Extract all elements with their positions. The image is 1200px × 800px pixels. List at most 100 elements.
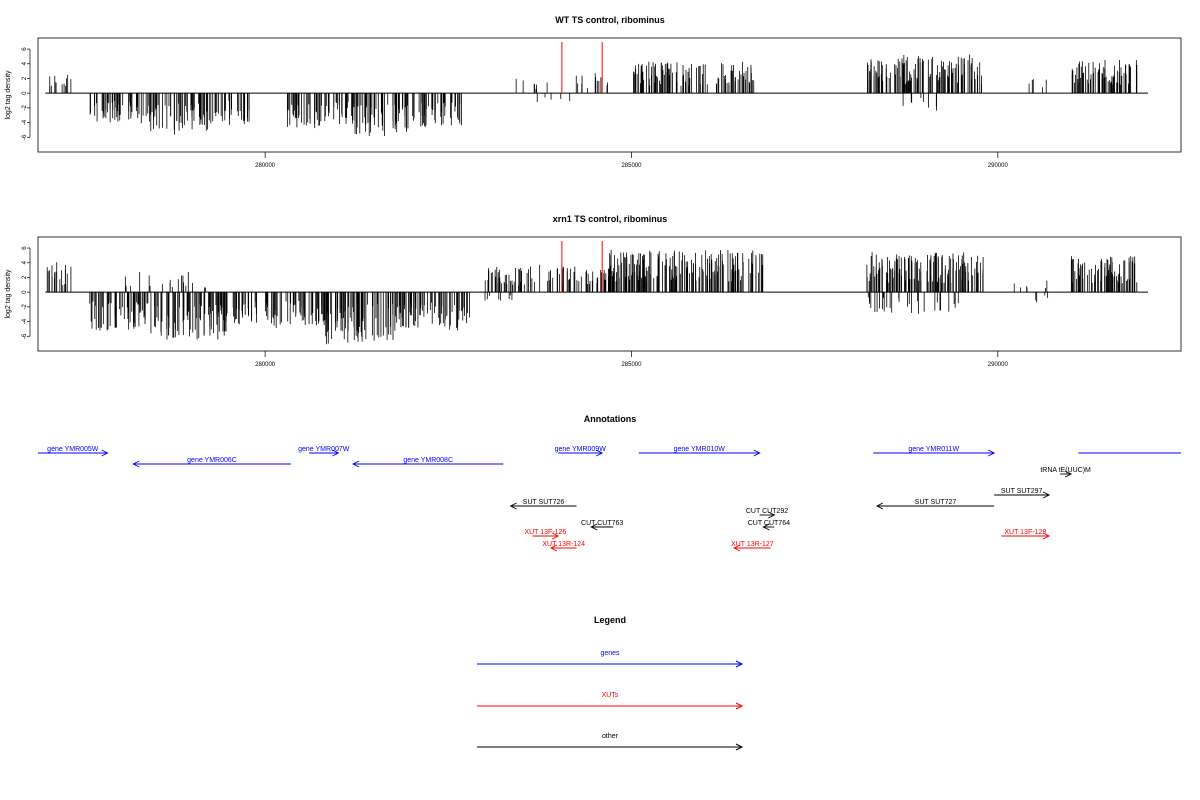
legend-title: Legend [594,615,626,625]
arrowhead [549,544,558,552]
annotation-feature: SUT SUT727 [875,499,995,510]
xrn1-y-axis-label: log2 tag density [5,269,12,319]
x-tick-label: 280000 [255,362,276,368]
arrowhead [332,449,340,457]
y-tick-label: -4 [22,119,28,125]
annotation-label: XUT 13R-127 [731,541,774,548]
arrowhead [875,502,884,510]
annotation-label: gene YMR011W [908,446,959,453]
arrowhead [735,702,744,710]
annotation-label: CUT CUT292 [746,508,788,515]
wt-density-bars [49,54,1138,137]
annotation-feature: gene YMR011W [873,446,996,457]
y-tick-label: -2 [22,105,28,111]
annotation-label: tRNA tE(UUC)M [1040,467,1091,474]
legend-item: other [477,733,744,751]
annotation-feature: SUT SUT726 [509,499,577,510]
annotation-label: XUT 13R-124 [542,541,585,548]
annotation-feature: gene YMR006C [132,457,291,468]
annotation-feature: CUT CUT763 [581,520,623,531]
wt-red-markers [561,42,603,94]
annotation-label: CUT CUT764 [748,520,790,527]
arrowhead [595,449,604,457]
y-tick-label: 2 [22,76,28,80]
annotation-label: gene YMR005W [47,446,99,453]
y-tick-label: 2 [22,275,28,279]
arrowhead [987,449,996,457]
xrn1-density-bars [46,249,1138,345]
wt-y-axis-label: log2 tag density [5,70,12,120]
legend-items: genes XUTs other [477,650,744,751]
annotation-feature: CUT CUT292 [746,508,788,519]
xrn1-red-markers [561,241,603,293]
x-tick-label: 280000 [255,163,276,169]
y-tick-label: 0 [22,91,28,95]
annotation-label: XUT 13F-128 [1004,529,1046,536]
annotation-feature: gene YMR010W [638,446,761,457]
legend-item: genes [477,650,744,668]
annotation-features: gene YMR005W gene YMR006C gene YMR007W gene… [38,446,1181,552]
arrowhead [733,544,741,552]
annotation-label: gene YMR006C [187,457,237,464]
annotation-feature: tRNA tE(UUC)M [1040,467,1091,478]
annotation-feature: gene YMR005W [38,446,109,457]
wt-y-axis: -6 -4 -2 0 2 4 6 [22,47,31,140]
arrowhead [1042,532,1051,540]
x-tick-label: 290000 [988,163,1009,169]
annotation-label: XUT 13F-126 [524,529,566,536]
annotation-label: gene YMR009W [555,446,607,453]
annotation-feature: gene YMR009W [555,446,607,457]
legend-item: XUTs [477,692,744,710]
annotation-label: SUT SUT727 [915,499,957,506]
arrowhead [762,523,770,531]
xrn1-x-axis: 280000 285000 290000 [255,351,1008,368]
y-tick-label: 6 [22,47,28,51]
arrowhead [1064,470,1073,478]
annotation-feature: gene YMR007W [298,446,350,457]
y-tick-label: 0 [22,290,28,294]
arrowhead [753,449,761,457]
x-tick-label: 285000 [621,163,642,169]
wt-track-title: WT TS control, ribominus [555,15,665,25]
y-tick-label: -6 [22,333,28,339]
arrowhead [1042,491,1051,499]
legend-panel: Legend genes XUTs other [477,615,744,751]
xrn1-plot-frame [37,236,1182,352]
y-tick-label: 4 [22,260,28,264]
annotation-feature: SUT SUT297 [994,488,1051,499]
y-tick-label: -2 [22,304,28,310]
y-tick-label: -6 [22,134,28,140]
annotations-title: Annotations [584,414,637,424]
arrowhead [735,660,744,668]
arrowhead [590,523,598,531]
x-tick-label: 290000 [988,362,1009,368]
annotation-label: CUT CUT763 [581,520,623,527]
legend-label: other [602,733,619,740]
x-tick-label: 285000 [621,362,642,368]
wt-track-panel: WT TS control, ribominus log2 tag densit… [5,15,1182,169]
annotation-feature: CUT CUT764 [748,520,790,531]
arrowhead [132,460,140,468]
annotation-label: gene YMR008C [403,457,453,464]
xrn1-track-panel: xrn1 TS control, ribominus log2 tag dens… [5,214,1182,368]
y-tick-label: -4 [22,318,28,324]
annotation-feature: XUT 13F-128 [1001,529,1051,540]
annotation-label: SUT SUT726 [523,499,565,506]
y-tick-label: 6 [22,246,28,250]
arrowhead [509,502,517,510]
wt-x-axis: 280000 285000 290000 [255,152,1008,169]
xrn1-y-axis: -6 -4 -2 0 2 4 6 [22,246,31,339]
arrowhead [735,743,744,751]
annotation-label: SUT SUT297 [1001,488,1043,495]
xrn1-track-title: xrn1 TS control, ribominus [553,214,668,224]
arrowhead [101,449,109,457]
arrowhead [768,511,776,519]
annotation-feature: XUT 13R-127 [731,541,774,552]
y-tick-label: 4 [22,61,28,65]
annotation-feature: XUT 13R-124 [542,541,585,552]
arrowhead [352,460,360,468]
annotation-feature: gene YMR008C [352,457,504,468]
wt-plot-frame [37,37,1182,153]
